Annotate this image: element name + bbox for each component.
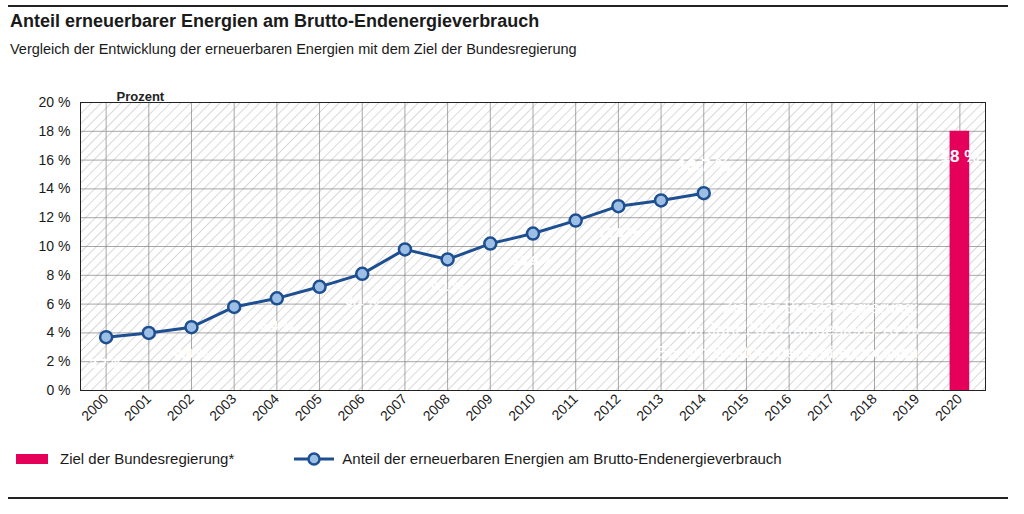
svg-text:14 %: 14 % xyxy=(39,180,71,196)
svg-text:2017: 2017 xyxy=(804,390,837,423)
svg-text:2004: 2004 xyxy=(249,390,282,423)
svg-text:2007: 2007 xyxy=(377,390,410,423)
svg-text:2006: 2006 xyxy=(334,390,367,423)
svg-text:9,1 %: 9,1 % xyxy=(431,279,465,294)
svg-text:12,8 %: 12,8 % xyxy=(598,225,639,240)
svg-text:2 %: 2 % xyxy=(46,353,70,369)
svg-text:2003: 2003 xyxy=(206,390,239,423)
svg-text:2009: 2009 xyxy=(462,390,495,423)
svg-text:2010: 2010 xyxy=(505,390,538,423)
svg-text:2015: 2015 xyxy=(718,390,751,423)
svg-text:Prozent: Prozent xyxy=(117,89,165,104)
svg-text:8 %: 8 % xyxy=(46,267,70,283)
svg-text:8,1 %: 8,1 % xyxy=(346,293,380,308)
svg-text:2018: 2018 xyxy=(846,390,879,423)
svg-text:4 %: 4 % xyxy=(46,324,70,340)
svg-text:16 %: 16 % xyxy=(39,152,71,168)
svg-text:2016: 2016 xyxy=(761,390,794,423)
svg-text:0 %: 0 % xyxy=(46,382,70,398)
svg-text:6 %: 6 % xyxy=(46,296,70,312)
svg-text:13,7 %: 13,7 % xyxy=(677,156,730,175)
svg-text:2011: 2011 xyxy=(548,390,581,423)
svg-text:2000: 2000 xyxy=(78,390,111,423)
svg-text:20 %: 20 % xyxy=(39,94,71,110)
svg-text:4,4 %: 4,4 % xyxy=(175,346,209,361)
svg-text:2019: 2019 xyxy=(889,390,922,423)
svg-text:10,9 %: 10,9 % xyxy=(513,253,554,268)
svg-text:18 %: 18 % xyxy=(941,147,980,166)
html-text:Anteil erneuerbarer Energien a: Anteil erneuerbarer Energien am Brutto-E… xyxy=(10,11,540,31)
html-text:Ziel der Bundesregierung*: Ziel der Bundesregierung* xyxy=(60,450,235,467)
svg-text:2008: 2008 xyxy=(420,390,453,423)
svg-text:10 %: 10 % xyxy=(39,238,71,254)
svg-text:12 %: 12 % xyxy=(39,209,71,225)
svg-text:2012: 2012 xyxy=(590,390,623,423)
html-text:Vergleich der Entwicklung der: Vergleich der Entwicklung der erneuerbar… xyxy=(10,41,577,57)
svg-text:2020: 2020 xyxy=(932,390,965,423)
svg-text:Ziel der Bundesregierung:im Ja: Ziel der Bundesregierung:im Jahr 2020 mi… xyxy=(657,298,919,361)
svg-text:2002: 2002 xyxy=(163,390,196,423)
svg-text:2001: 2001 xyxy=(121,390,154,423)
svg-text:2005: 2005 xyxy=(292,390,325,423)
html-text:Anteil der erneuerbaren Energi: Anteil der erneuerbaren Energien am Brut… xyxy=(342,450,782,467)
svg-text:6,4 %: 6,4 % xyxy=(260,318,294,333)
svg-text:2014: 2014 xyxy=(676,390,709,423)
svg-text:3,7 %: 3,7 % xyxy=(89,356,123,371)
svg-text:2013: 2013 xyxy=(633,390,666,423)
svg-text:18 %: 18 % xyxy=(39,123,71,139)
